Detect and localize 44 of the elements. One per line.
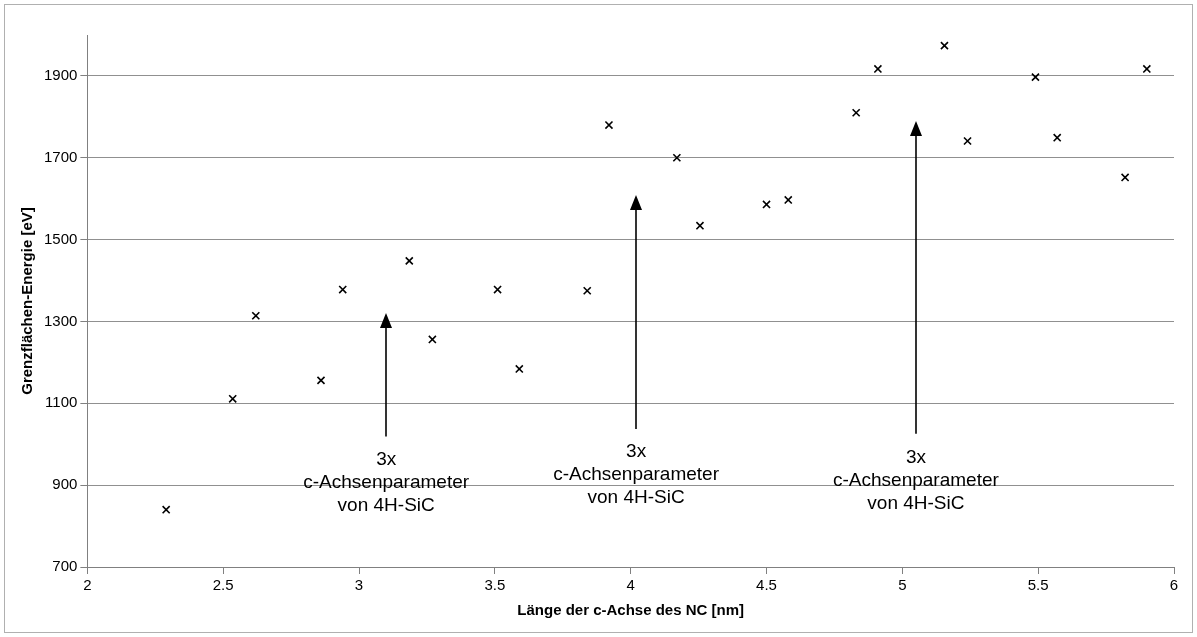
point (1031, 72, 1040, 82)
point (582, 286, 592, 296)
x-tick-label: 3 (354, 576, 364, 594)
y-tick-label: 1100 (45, 393, 78, 411)
annotation: 3x c-Achsenparameter von 4H-SiC (302, 447, 471, 517)
y-tick-label: 1700 (43, 147, 78, 165)
x-tick-label: 4.5 (756, 576, 777, 594)
y-axis-title: Grenzflächen-Energie [eV] (18, 207, 36, 395)
x-tick-label: 3.5 (484, 576, 506, 594)
annotation: 3x c-Achsenparameter von 4H-SiC (832, 444, 1000, 514)
x-tick-label: 5.5 (1027, 576, 1049, 594)
point (873, 64, 883, 74)
x-tick-label: 5 (898, 576, 907, 594)
x-tick-label: 2.5 (212, 576, 234, 594)
annotation: 3x c-Achsenparameter von 4H-SiC (552, 439, 720, 509)
point (1052, 133, 1062, 143)
point (963, 136, 972, 146)
point (514, 364, 524, 374)
point (161, 505, 171, 515)
y-tick-label: 1900 (43, 66, 78, 84)
point (851, 108, 861, 118)
point (428, 335, 437, 344)
point (672, 153, 682, 163)
y-tick-label: 700 (52, 557, 78, 575)
point (404, 256, 414, 266)
y-tick-label: 900 (52, 475, 78, 493)
x-tick-label: 2 (83, 576, 92, 594)
point (316, 376, 326, 385)
x-tick-label: 6 (1169, 576, 1179, 594)
y-tick-label: 1300 (43, 311, 78, 329)
y-tick-label: 1500 (43, 229, 78, 247)
point (695, 221, 705, 231)
point (228, 394, 238, 404)
x-tick-label: 4 (626, 576, 635, 594)
point (338, 285, 348, 294)
point (940, 41, 949, 50)
point (1142, 64, 1152, 74)
point (1120, 173, 1130, 182)
point (251, 311, 261, 321)
point (493, 285, 502, 294)
point (783, 195, 793, 205)
point (604, 120, 614, 130)
point (762, 200, 771, 209)
x-axis-title: Länge der c-Achse des NC [nm] (517, 601, 745, 619)
